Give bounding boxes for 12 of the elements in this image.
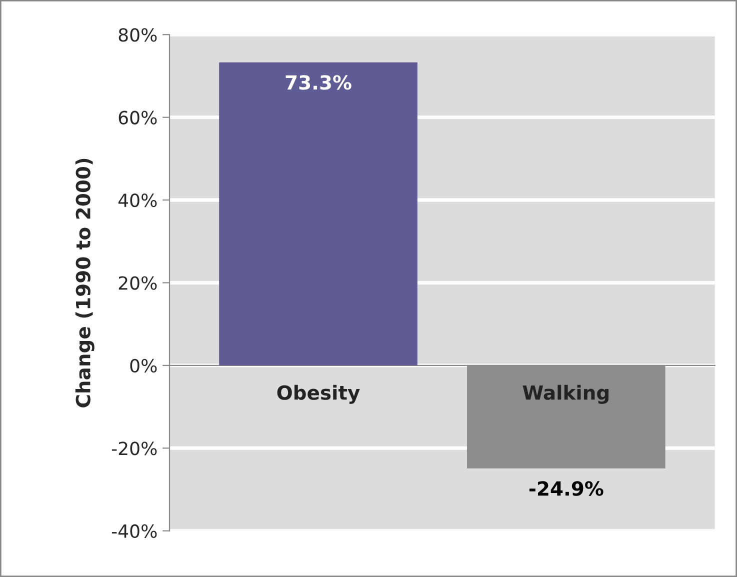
x-tick-label: Obesity — [277, 384, 360, 404]
y-tick-label: -20% — [112, 442, 157, 456]
y-tick-label: -40% — [112, 524, 157, 538]
y-axis-title: Change (1990 to 2000) — [75, 158, 94, 408]
y-tick-label: 40% — [118, 193, 157, 208]
data-label: 73.3% — [286, 75, 352, 90]
y-tick-label: 20% — [118, 276, 157, 290]
y-tick-label: 60% — [118, 110, 157, 124]
data-label: -24.9% — [529, 481, 604, 496]
y-tick-label: 80% — [118, 28, 157, 42]
y-tick-label: 0% — [130, 358, 157, 373]
x-tick-label: Walking — [522, 384, 608, 404]
